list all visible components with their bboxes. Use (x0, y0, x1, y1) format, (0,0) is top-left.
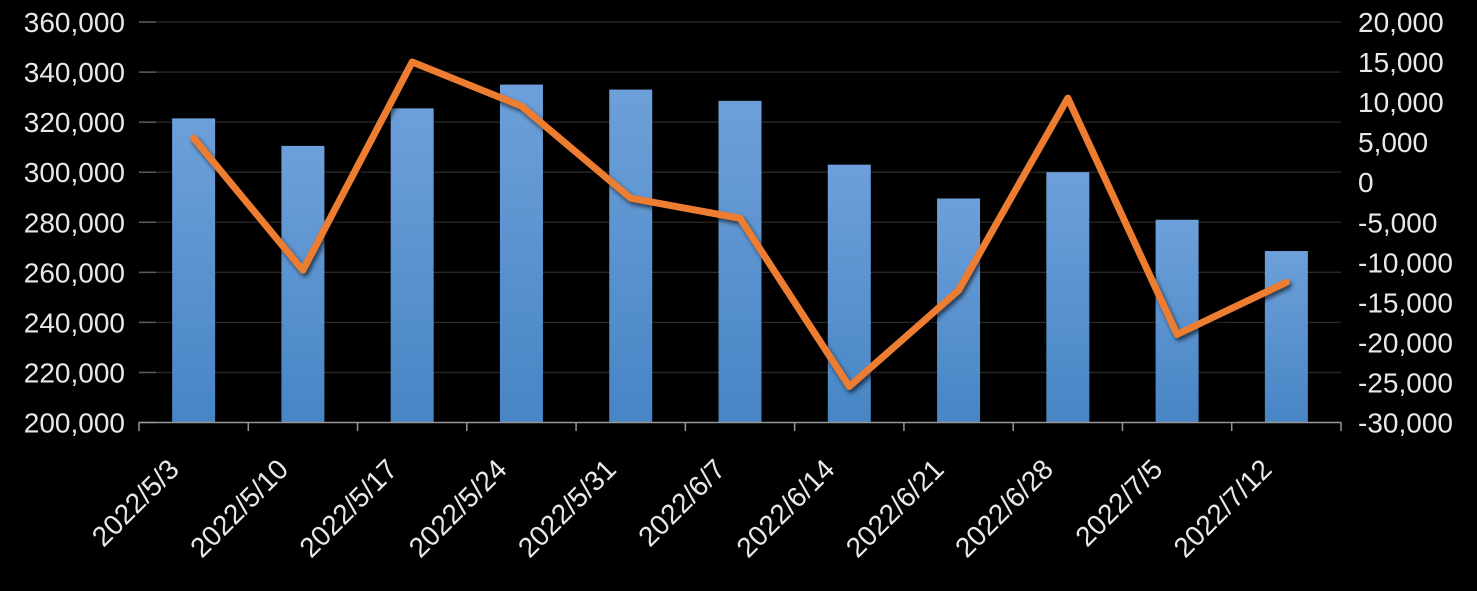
y-axis-right-label: -15,000 (1358, 287, 1453, 318)
x-axis-label: 2022/6/14 (731, 453, 841, 563)
y-axis-left-label: 320,000 (24, 107, 125, 138)
x-axis-label: 2022/5/17 (293, 453, 403, 563)
y-axis-right-label: -20,000 (1358, 327, 1453, 358)
y-axis-left-label: 260,000 (24, 257, 125, 288)
y-axis-right-label: 15,000 (1358, 47, 1444, 78)
y-axis-left-label: 240,000 (24, 307, 125, 338)
y-axis-right-label: 0 (1358, 167, 1374, 198)
x-axis-label: 2022/5/3 (86, 453, 185, 552)
x-axis-label: 2022/5/31 (512, 453, 622, 563)
y-axis-right-label: 20,000 (1358, 7, 1444, 38)
bar[interactable] (827, 164, 871, 423)
y-axis-left-label: 200,000 (24, 408, 125, 439)
y-axis-right-label: -10,000 (1358, 247, 1453, 278)
x-axis-label: 2022/5/24 (403, 453, 513, 563)
bar[interactable] (281, 145, 325, 423)
y-axis-right-label: 10,000 (1358, 87, 1444, 118)
trend-line[interactable] (190, 58, 1290, 390)
x-axis-label: 2022/6/7 (632, 453, 731, 552)
x-axis-label: 2022/7/5 (1069, 453, 1168, 552)
x-axis-label: 2022/6/28 (949, 453, 1059, 563)
bar[interactable] (609, 89, 653, 423)
y-axis-right-label: -5,000 (1358, 207, 1437, 238)
y-axis-left-label: 300,000 (24, 157, 125, 188)
bar[interactable] (499, 84, 543, 423)
y-axis-right-label: -25,000 (1358, 367, 1453, 398)
y-axis-right-label: 5,000 (1358, 127, 1428, 158)
x-axis-label: 2022/6/21 (840, 453, 950, 563)
y-axis-right-label: -30,000 (1358, 408, 1453, 439)
y-axis-left-label: 280,000 (24, 207, 125, 238)
y-axis-left-label: 360,000 (24, 7, 125, 38)
y-axis-left-label: 220,000 (24, 357, 125, 388)
bar[interactable] (1264, 251, 1308, 423)
bar[interactable] (172, 118, 216, 423)
bar[interactable] (1046, 172, 1090, 423)
bar[interactable] (1155, 219, 1199, 423)
bar[interactable] (718, 100, 762, 423)
bar[interactable] (937, 198, 981, 423)
x-axis-label: 2022/7/12 (1168, 453, 1278, 563)
bar[interactable] (390, 108, 434, 423)
y-axis-left-label: 340,000 (24, 57, 125, 88)
x-axis-label: 2022/5/10 (184, 453, 294, 563)
